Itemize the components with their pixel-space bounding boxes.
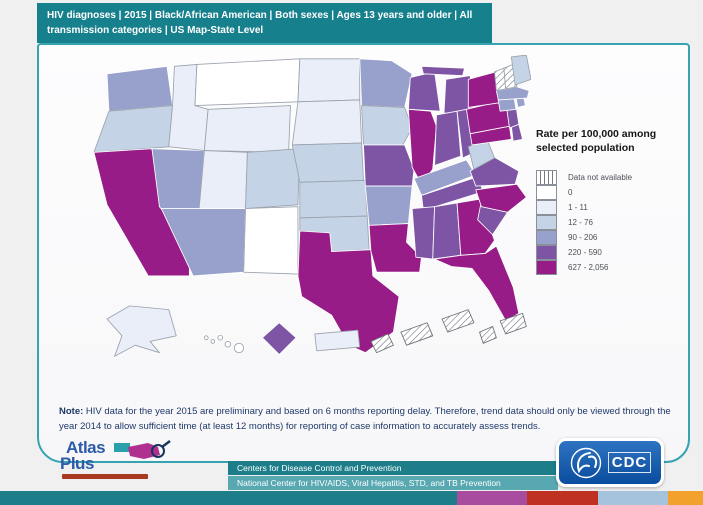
note-text: HIV data for the year 2015 are prelimina… [59, 406, 671, 432]
legend-item-b0: 0 [536, 184, 686, 200]
legend-swatch-na [536, 170, 557, 186]
legend-item-b4: 220 - 590 [536, 244, 686, 260]
state-AZ [160, 208, 246, 277]
territory-3 [441, 309, 475, 333]
footer-cdc-line: Centers for Disease Control and Preventi… [228, 461, 558, 475]
state-HI [217, 334, 224, 341]
territory-5 [499, 312, 527, 335]
atlas-plus-logo: Atlas Plus [50, 437, 190, 485]
legend-item-b3: 90 - 206 [536, 229, 686, 245]
state-NM [243, 206, 299, 275]
footer-nchhstp-line-text: National Center for HIV/AIDS, Viral Hepa… [237, 478, 501, 488]
state-MS [411, 206, 436, 260]
state-WY [203, 105, 291, 153]
atlas-logo-word-atlas: Atlas [66, 438, 106, 457]
map-title-bar: HIV diagnoses | 2015 | Black/African Ame… [37, 3, 492, 43]
stripe-red-segment [527, 491, 598, 505]
stripe-purple-segment [457, 491, 527, 505]
state-IA [361, 105, 413, 146]
atlas-logo-map-graphic-icon [114, 440, 171, 459]
state-IL [407, 108, 437, 185]
state-AK [106, 305, 177, 357]
state-ND [297, 58, 361, 103]
hhs-eagle-icon [570, 447, 601, 478]
state-DC [261, 322, 297, 355]
bottom-brand-stripe [0, 491, 703, 505]
cdc-logo-text: CDC [607, 451, 652, 474]
state-MT [194, 58, 301, 107]
state-LA [368, 223, 422, 273]
state-HI [210, 339, 216, 344]
legend-swatch-b2 [536, 214, 557, 230]
legend-label-b5: 627 - 2,056 [568, 263, 609, 273]
territory-2 [400, 322, 434, 346]
legend-items: Data not available 0 1 - 11 12 - 76 90 - 206… [536, 170, 686, 275]
map-title-text: HIV diagnoses | 2015 | Black/African Ame… [47, 10, 473, 36]
map-legend: Rate per 100,000 among selected populati… [536, 127, 686, 275]
preliminary-data-note: Note: HIV data for the year 2015 are pre… [59, 405, 673, 434]
state-SD [291, 99, 363, 146]
state-NC [475, 183, 527, 213]
footer-nchhstp-line: National Center for HIV/AIDS, Viral Hepa… [228, 476, 558, 490]
legend-swatch-b4 [536, 244, 557, 260]
legend-label-b2: 12 - 76 [568, 218, 593, 228]
legend-title: Rate per 100,000 among selected populati… [536, 128, 657, 155]
map-card: Rate per 100,000 among selected populati… [37, 43, 690, 463]
territory-1 [370, 333, 394, 354]
state-OR [93, 105, 173, 153]
territory-4 [479, 326, 497, 344]
state-NE [291, 142, 364, 183]
legend-swatch-b0 [536, 184, 557, 200]
atlas-logo-tagline-bar [62, 474, 148, 479]
stripe-blue-segment [598, 491, 668, 505]
atlas-logo-word-plus: Plus [60, 454, 94, 473]
legend-item-b1: 1 - 11 [536, 199, 686, 215]
state-PR [314, 329, 361, 352]
legend-swatch-b1 [536, 199, 557, 215]
state-HI [233, 342, 245, 354]
state-MN [359, 58, 413, 108]
footer-cdc-line-text: Centers for Disease Control and Preventi… [237, 463, 402, 473]
state-HI [203, 335, 209, 340]
state-TX [297, 230, 400, 354]
state-CO [245, 148, 301, 209]
state-WI [407, 71, 441, 112]
state-UT [198, 150, 248, 213]
legend-label-na: Data not available [568, 173, 633, 183]
state-AR [364, 185, 413, 226]
legend-label-b0: 0 [568, 188, 573, 198]
legend-label-b3: 90 - 206 [568, 233, 598, 243]
state-WA [106, 65, 173, 112]
us-choropleth-map [93, 55, 531, 357]
state-GA [456, 198, 495, 256]
state-HI [224, 341, 231, 348]
cdc-hhs-logo: CDC [556, 438, 664, 487]
note-label: Note: [59, 406, 84, 417]
legend-item-b2: 12 - 76 [536, 214, 686, 230]
legend-label-b4: 220 - 590 [568, 248, 602, 258]
state-ME [510, 55, 531, 86]
state-MO [363, 144, 415, 187]
stripe-orange-segment [668, 491, 703, 505]
legend-item-na: Data not available [536, 170, 686, 186]
state-IN [434, 110, 462, 166]
legend-label-b1: 1 - 11 [568, 203, 588, 213]
stripe-teal-segment [0, 491, 457, 505]
legend-swatch-b3 [536, 229, 557, 245]
state-MI [421, 65, 465, 77]
legend-swatch-b5 [536, 259, 557, 275]
legend-item-b5: 627 - 2,056 [536, 259, 686, 275]
state-FL [434, 245, 520, 322]
state-AL [432, 202, 462, 260]
state-KS [299, 180, 368, 219]
